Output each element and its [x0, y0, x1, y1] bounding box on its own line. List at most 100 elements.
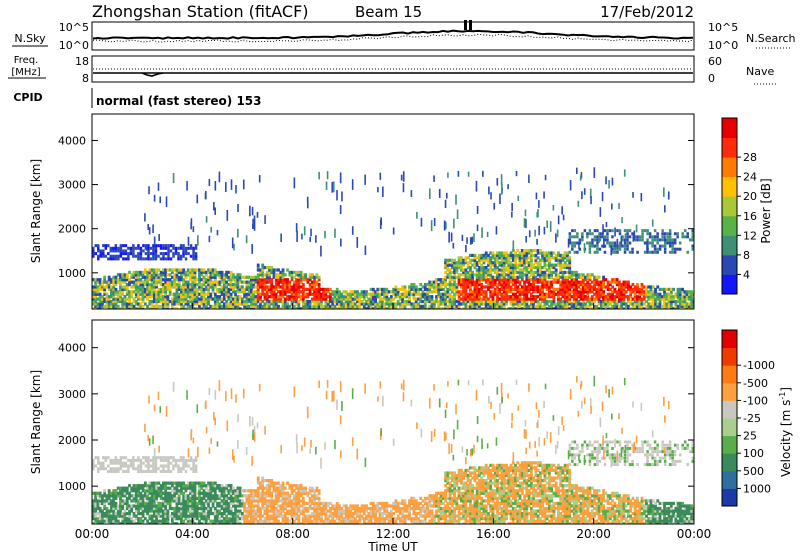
velocity-cell — [243, 494, 247, 498]
power-cell — [455, 265, 459, 270]
velocity-cell — [191, 484, 195, 488]
power-cell — [611, 203, 613, 210]
power-cell — [292, 299, 296, 304]
velocity-cell — [198, 484, 201, 488]
power-cell — [579, 275, 583, 279]
power-cell — [420, 217, 423, 227]
power-cell — [545, 273, 549, 277]
power-cell — [626, 232, 629, 236]
power-cell — [629, 302, 633, 306]
power-cell — [202, 270, 206, 275]
power-cell — [211, 282, 215, 287]
power-cell — [457, 256, 461, 260]
velocity-cell — [209, 519, 213, 523]
power-cell — [638, 238, 642, 242]
power-cell — [383, 290, 387, 294]
power-cell — [523, 256, 526, 260]
power-cell — [520, 307, 524, 309]
power-cell — [101, 295, 104, 299]
power-cell — [338, 307, 341, 309]
power-cell — [498, 302, 502, 306]
power-cell — [184, 280, 188, 284]
power-cell — [236, 273, 240, 277]
power-cell — [509, 302, 513, 306]
power-cell — [484, 270, 488, 275]
power-cell — [403, 299, 407, 304]
power-cell — [137, 278, 140, 282]
power-cell — [516, 263, 520, 267]
power-cell — [254, 285, 258, 289]
cpid-panel: CPID normal (fast stereo) 153 — [13, 88, 262, 108]
power-cell — [155, 297, 159, 301]
power-cell — [545, 287, 549, 292]
power-cell — [645, 287, 648, 292]
velocity-cell — [222, 517, 226, 521]
power-cell — [577, 290, 581, 294]
power-cell — [245, 282, 249, 287]
power-cell — [627, 282, 630, 287]
power-cell — [691, 238, 694, 242]
power-cell — [602, 307, 605, 309]
power-cell — [240, 302, 244, 306]
power-cell — [435, 278, 438, 282]
power-cell — [247, 297, 251, 301]
power-cell — [331, 181, 334, 193]
power-cell — [597, 307, 601, 309]
velocity-cell — [173, 514, 177, 518]
power-cell — [438, 188, 441, 198]
velocity-cell — [121, 517, 125, 521]
power-cell — [326, 304, 330, 309]
power-cell — [439, 280, 443, 284]
velocity-cell — [234, 509, 238, 513]
power-cell — [247, 275, 251, 279]
power-cell — [281, 299, 285, 304]
power-cell — [194, 257, 198, 261]
power-cell — [481, 227, 483, 238]
power-cell — [399, 297, 402, 301]
power-cell — [157, 275, 161, 279]
power-cell — [378, 304, 382, 309]
power-cell — [92, 292, 95, 296]
power-cell — [161, 270, 165, 275]
power-cell — [194, 254, 198, 258]
power-cell — [202, 299, 206, 304]
power-cell — [543, 261, 547, 265]
velocity-cell — [234, 496, 238, 500]
power-cell — [252, 297, 256, 301]
power-cell — [633, 297, 637, 301]
power-cell — [517, 195, 520, 202]
velocity-cell — [247, 514, 251, 518]
power-cell — [124, 244, 128, 248]
power-cell — [681, 232, 684, 236]
power-cell — [200, 282, 204, 287]
power-cell — [557, 304, 560, 309]
power-cell — [575, 295, 578, 299]
velocity-cell — [268, 494, 271, 498]
power-cell — [493, 270, 497, 275]
power-cell — [658, 244, 662, 248]
velocity-cell — [259, 494, 262, 498]
velocity-cell — [92, 506, 95, 511]
velocity-cell — [182, 486, 186, 490]
velocity-cell — [270, 522, 274, 524]
power-cell — [681, 295, 685, 299]
velocity-cell — [256, 491, 260, 495]
power-cell — [279, 278, 283, 282]
power-cell — [195, 297, 199, 301]
power-cell — [676, 297, 680, 301]
power-cell — [538, 304, 542, 309]
power-cell — [527, 282, 531, 287]
colorbar-swatch — [722, 157, 737, 178]
power-cell — [615, 282, 619, 287]
power-cell — [194, 252, 198, 256]
power-cell — [543, 282, 547, 287]
power-cell — [184, 302, 188, 306]
power-cell — [401, 285, 405, 289]
power-cell — [545, 307, 549, 309]
velocity-cell — [220, 484, 224, 488]
power-cell — [229, 297, 233, 301]
power-cell — [570, 282, 574, 287]
power-cell — [143, 287, 147, 292]
power-cell — [529, 295, 533, 299]
velocity-cell — [177, 481, 181, 485]
